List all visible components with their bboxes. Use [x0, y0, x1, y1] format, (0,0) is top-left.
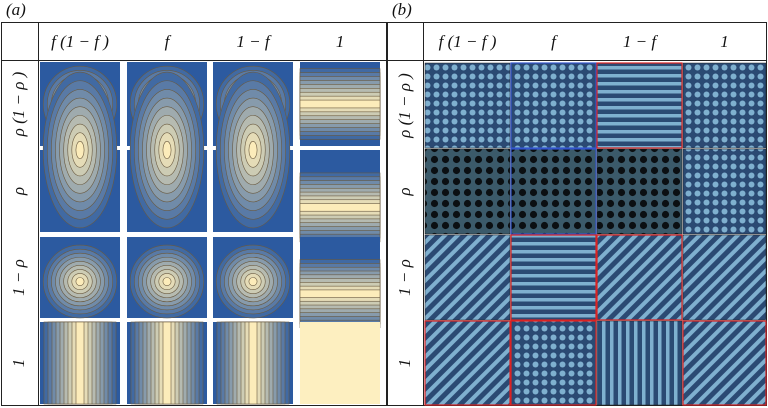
row-header: 1 — [9, 359, 28, 368]
pattern-cell — [127, 321, 207, 405]
pattern-cell — [510, 234, 597, 321]
pattern-cell — [682, 148, 767, 235]
panel-frame — [1, 22, 387, 406]
cell-image — [682, 234, 767, 321]
contour — [162, 321, 172, 405]
pattern-cell — [213, 71, 293, 232]
cell-image — [682, 62, 767, 149]
column-header: f — [165, 32, 172, 51]
pattern-cell — [300, 322, 380, 404]
panel-label: (a) — [6, 0, 26, 19]
contour — [299, 99, 381, 109]
column-header: f — [551, 32, 558, 51]
column-header: 1 — [336, 32, 345, 51]
cell-image — [510, 62, 597, 149]
pattern-cell — [596, 320, 683, 406]
pattern-cell — [299, 150, 381, 243]
cell-image — [510, 234, 597, 321]
contour — [248, 141, 258, 159]
pattern-cell — [424, 320, 511, 406]
pattern-cell — [127, 71, 207, 232]
pattern-cell — [424, 234, 511, 321]
pattern-cell — [510, 320, 597, 406]
pattern-cell — [424, 148, 511, 235]
row-header: ρ (1 − ρ ) — [9, 71, 28, 137]
contour — [248, 277, 258, 286]
cell-image — [424, 148, 511, 235]
pattern-cell — [596, 148, 683, 235]
pattern-cell — [40, 321, 120, 405]
pattern-cell — [127, 237, 207, 319]
row-header: ρ — [9, 187, 28, 196]
row-header: ρ (1 − ρ ) — [395, 73, 414, 139]
cell-image — [682, 320, 767, 406]
cell-image — [424, 62, 511, 149]
pattern-cell — [682, 62, 767, 149]
column-header: 1 − f — [623, 32, 658, 51]
contour — [162, 277, 172, 286]
column-header: 1 — [720, 32, 729, 51]
pattern-cell — [596, 234, 683, 321]
contour — [75, 277, 85, 286]
pattern-cell — [510, 148, 597, 235]
cell-image — [596, 62, 683, 149]
cell-image — [424, 234, 511, 321]
cell-image — [596, 320, 683, 406]
column-header: f (1 − f ) — [51, 32, 109, 51]
pattern-cell — [40, 71, 120, 232]
contour — [299, 203, 381, 212]
cell-image — [424, 320, 511, 406]
column-header: 1 − f — [236, 32, 271, 51]
cell-image — [510, 320, 597, 406]
contour — [75, 141, 85, 159]
pattern-cell — [299, 62, 381, 146]
cell-image — [596, 234, 683, 321]
pattern-cell — [213, 321, 293, 405]
row-header: ρ — [395, 187, 414, 196]
row-header: 1 − ρ — [395, 259, 414, 296]
contour — [299, 289, 381, 298]
pattern-cell — [596, 62, 683, 149]
pattern-cell — [510, 62, 597, 149]
contour — [162, 141, 172, 159]
pattern-cell — [213, 237, 293, 319]
cell-image — [596, 148, 683, 235]
panel-label: (b) — [392, 0, 412, 19]
column-header: f (1 − f ) — [439, 32, 497, 51]
cell-image — [510, 148, 597, 235]
pattern-cell — [40, 237, 120, 319]
pattern-cell — [682, 234, 767, 321]
pattern-cell — [424, 62, 511, 149]
contour — [248, 321, 258, 405]
pattern-cell — [682, 320, 767, 406]
contour — [75, 321, 85, 405]
row-header: 1 − ρ — [9, 259, 28, 296]
pattern-cell — [299, 237, 381, 329]
cell-image — [682, 148, 767, 235]
contour — [300, 322, 380, 404]
row-header: 1 — [395, 359, 414, 368]
